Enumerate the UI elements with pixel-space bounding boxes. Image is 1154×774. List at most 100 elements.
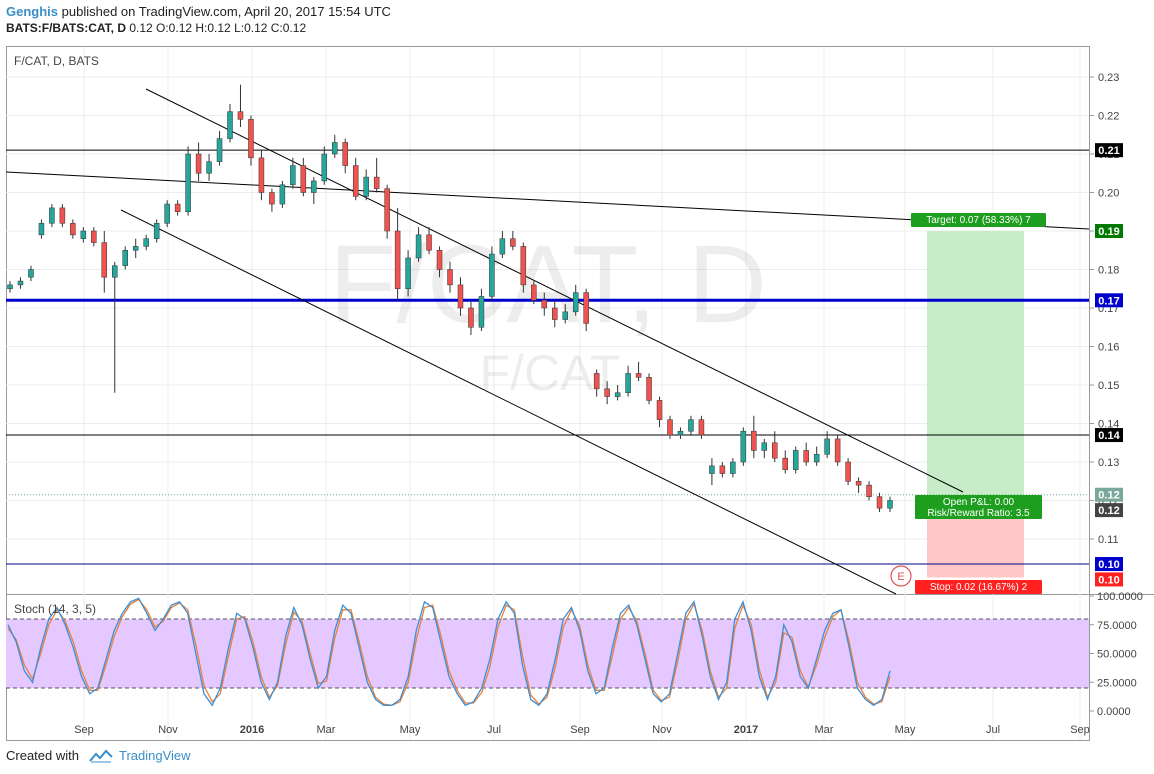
- pnl-label: Open P&L: 0.00: [943, 497, 1015, 508]
- candle-body: [677, 430, 684, 436]
- pnl-label-box: [915, 495, 1042, 519]
- candle-body: [384, 188, 390, 232]
- candle-body: [782, 457, 788, 470]
- publish-info: Genghis published on TradingView.com, Ap…: [6, 4, 391, 19]
- x-tick-label: Nov: [652, 724, 672, 736]
- candle-body: [363, 176, 369, 197]
- y-tick-label: 0.11: [1098, 534, 1119, 546]
- y-tick-label: 0.18: [1098, 265, 1119, 277]
- candle-body: [552, 307, 558, 320]
- candle-body: [153, 223, 160, 239]
- candle-body: [17, 280, 24, 286]
- candle-body: [887, 500, 893, 509]
- stoch-tick-label: 75.0000: [1097, 620, 1137, 632]
- candle-body: [625, 373, 631, 393]
- tradingview-brand[interactable]: TradingView: [118, 748, 191, 763]
- price-label-box: [1095, 503, 1123, 518]
- candle-body: [143, 238, 149, 247]
- stoch-tick-label: 25.0000: [1097, 677, 1137, 689]
- candle-body: [447, 269, 453, 286]
- watermark-sub: F/CAT: [480, 345, 621, 401]
- candle-body: [436, 250, 443, 270]
- candle-body: [583, 292, 589, 324]
- candle-body: [667, 419, 673, 436]
- candle-body: [290, 165, 296, 186]
- price-label: 0.10: [1098, 574, 1119, 586]
- author-name[interactable]: Genghis: [6, 4, 59, 19]
- candle-body: [49, 207, 55, 224]
- x-tick-label: May: [400, 724, 421, 736]
- symbol-line: BATS:F/BATS:CAT, D 0.12 O:0.12 H:0.12 L:…: [6, 21, 306, 35]
- candle-body: [834, 438, 841, 463]
- x-tick-label: Sep: [1070, 724, 1090, 736]
- price-axis[interactable]: 0.23 0.22 0.21 0.20 0.19 0.18 0.17 0.16 0.15 0.14…: [1089, 72, 1123, 587]
- candle-body: [740, 430, 747, 463]
- candle-body: [845, 461, 851, 482]
- candle-body: [688, 419, 694, 432]
- candle-body: [269, 192, 275, 205]
- candle-body: [803, 450, 809, 463]
- price-label-box: [1095, 224, 1123, 238]
- candle-body: [195, 153, 202, 174]
- candle-body: [531, 284, 537, 301]
- grid: [6, 47, 1089, 740]
- candle-body: [415, 234, 422, 259]
- event-marker-letter: E: [897, 571, 904, 583]
- y-tick-label: 0.16: [1098, 342, 1119, 354]
- price-label-box: [1095, 487, 1123, 502]
- candle-body: [520, 246, 527, 286]
- chart-title: F/CAT, D, BATS: [14, 54, 99, 68]
- x-tick-label: Sep: [74, 724, 94, 736]
- event-marker[interactable]: E: [890, 565, 912, 587]
- candle-body: [59, 207, 66, 224]
- candle-body: [80, 230, 87, 239]
- candle-body: [510, 238, 516, 247]
- watermark-main: F/CAT, D: [329, 223, 767, 346]
- candle-body: [499, 238, 506, 255]
- candle-body: [70, 223, 76, 236]
- candle-body: [562, 311, 568, 320]
- watermark: F/CAT, D F/CAT: [329, 223, 767, 401]
- price-label-box: [1095, 572, 1123, 587]
- x-tick-label: 2016: [240, 724, 264, 736]
- candle-body: [876, 496, 883, 509]
- candle-body: [174, 203, 181, 213]
- x-tick-label: Sep: [570, 724, 590, 736]
- stoch-band: [6, 619, 1089, 688]
- candle-body: [646, 377, 652, 401]
- candle-body: [38, 223, 45, 236]
- candle-body: [426, 234, 432, 251]
- y-tick-label: 0.22: [1098, 111, 1119, 123]
- candle-body: [91, 230, 97, 243]
- price-label: 0.12: [1098, 505, 1119, 517]
- candle-body: [855, 481, 862, 486]
- price-label-box: [1095, 143, 1123, 158]
- publish-text: published on TradingView.com, April 20, …: [61, 4, 391, 19]
- candle-body: [7, 284, 13, 289]
- candle-body: [28, 269, 34, 278]
- trend-line: [145, 88, 964, 493]
- trend-line: [120, 209, 897, 595]
- stoch-k-line: [7, 597, 891, 707]
- candle-body: [824, 438, 830, 455]
- candle-body: [709, 465, 715, 474]
- candle-body: [635, 373, 642, 378]
- symbol-name: BATS:F/BATS:CAT, D: [6, 21, 126, 35]
- time-axis[interactable]: Sep Nov 2016 Mar May Jul Sep Nov 2017 Mar May Jul Se…: [74, 724, 1090, 736]
- position-labels: Target: 0.07 (58.33%) 7 Open P&L: 0.00Ris…: [911, 213, 1046, 594]
- price-label: 0.14: [1098, 430, 1120, 442]
- candle-body: [132, 246, 139, 251]
- candle-body: [593, 373, 600, 390]
- x-tick-label: Jul: [487, 724, 501, 736]
- candle-body: [164, 203, 170, 224]
- candles: [7, 84, 893, 513]
- price-label-box: [1095, 428, 1123, 443]
- candle-body: [248, 119, 254, 159]
- stop-label-box: [915, 580, 1042, 594]
- candle-body: [751, 430, 757, 451]
- position-zones[interactable]: [927, 231, 1024, 578]
- horizontal-lines[interactable]: [6, 149, 1089, 565]
- target-label: Target: 0.07 (58.33%) 7: [926, 215, 1031, 226]
- tradingview-logo-icon: [89, 749, 113, 763]
